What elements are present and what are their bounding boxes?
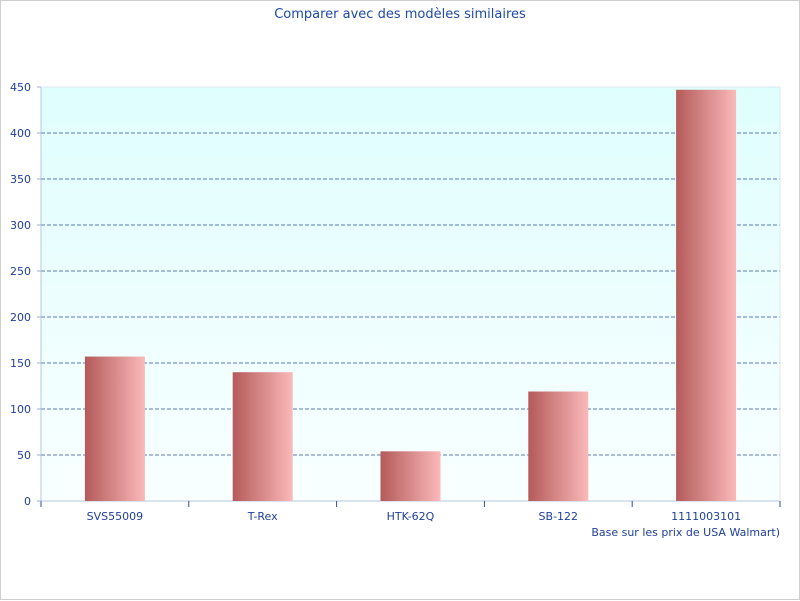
x-tick-label: T-Rex — [247, 510, 278, 523]
bar-htk-62q — [380, 451, 441, 501]
y-tick-label: 50 — [17, 449, 31, 462]
y-tick-label: 100 — [10, 403, 31, 416]
axes — [40, 86, 781, 507]
y-tick-label: 400 — [10, 127, 31, 140]
bars — [84, 89, 737, 501]
plot-area — [41, 87, 780, 501]
y-tick-label: 450 — [10, 81, 31, 94]
y-tick-label: 350 — [10, 173, 31, 186]
y-tick-label: 300 — [10, 219, 31, 232]
y-tick-label: 200 — [10, 311, 31, 324]
bar-svs55009 — [84, 356, 145, 501]
x-tick-label: SVS55009 — [87, 510, 143, 523]
bar-sb-122 — [528, 391, 589, 501]
chart-title: Comparer avec des modèles similaires — [274, 7, 526, 22]
x-axis-labels: SVS55009 T-Rex HTK-62Q SB-122 1111003101 — [87, 510, 741, 523]
bar-1111003101 — [676, 89, 737, 501]
x-tick-label: 1111003101 — [671, 510, 741, 523]
y-tick-label: 250 — [10, 265, 31, 278]
x-tick-label: SB-122 — [539, 510, 579, 523]
price-source-note: Base sur les prix de USA Walmart) — [591, 526, 780, 539]
y-tick-label: 0 — [24, 495, 31, 508]
x-tick-label: HTK-62Q — [387, 510, 435, 523]
y-tick-label: 150 — [10, 357, 31, 370]
bar-t-rex — [232, 372, 293, 501]
y-axis-ticks: 0 50 100 150 200 250 300 350 400 450 — [10, 81, 41, 508]
